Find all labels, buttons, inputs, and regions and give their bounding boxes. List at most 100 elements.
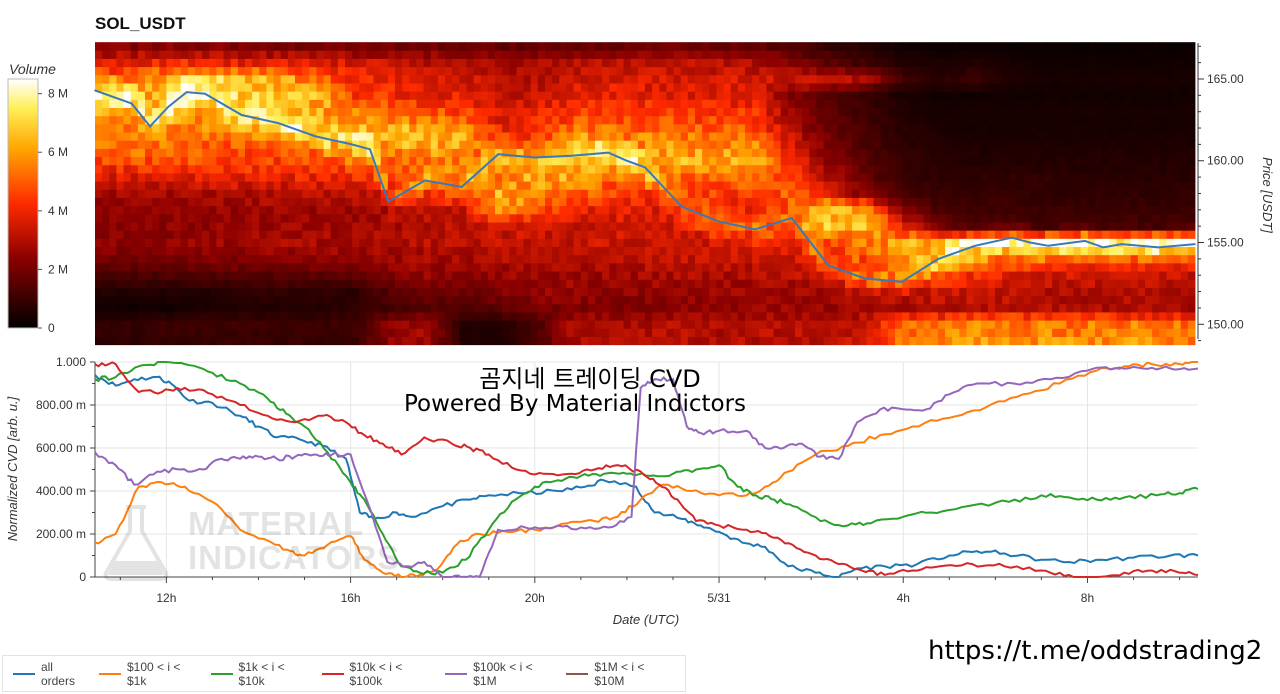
heatmap-cell — [680, 336, 689, 346]
heatmap-cell — [309, 271, 317, 280]
heatmap-cell — [966, 189, 974, 198]
heatmap-cell — [866, 254, 874, 264]
heatmap-cell — [537, 287, 546, 297]
heatmap-cell — [280, 328, 289, 337]
heatmap-cell — [537, 189, 546, 198]
heatmap-cell — [202, 336, 210, 346]
heatmap-cell — [752, 287, 760, 297]
heatmap-cell — [223, 164, 232, 174]
heatmap-cell — [709, 123, 717, 133]
heatmap-cell — [209, 107, 217, 117]
heatmap-cell — [480, 230, 489, 239]
heatmap-cell — [552, 328, 560, 337]
heatmap-cell — [652, 181, 660, 190]
heatmap-cell — [595, 287, 603, 297]
heatmap-cell — [573, 107, 582, 117]
heatmap-cell — [866, 295, 874, 305]
heatmap-cell — [816, 312, 824, 321]
heatmap-cell — [323, 115, 332, 125]
heatmap-cell — [816, 320, 824, 329]
heatmap-cell — [123, 140, 132, 149]
heatmap-cell — [473, 271, 482, 280]
heatmap-cell — [216, 320, 224, 329]
heatmap-cell — [309, 279, 317, 288]
heatmap-cell — [795, 132, 803, 141]
heatmap-cell — [980, 123, 989, 133]
heatmap-cell — [695, 148, 703, 158]
heatmap-cell — [195, 246, 203, 256]
heatmap-cell — [837, 99, 846, 108]
heatmap-cell — [245, 303, 253, 313]
heatmap-cell — [1037, 254, 1046, 264]
heatmap-cell — [287, 238, 296, 248]
heatmap-cell — [216, 205, 224, 215]
heatmap-cell — [623, 42, 632, 51]
heatmap-cell — [359, 140, 367, 149]
heatmap-cell — [859, 107, 867, 117]
heatmap-cell — [552, 262, 560, 272]
heatmap-cell — [1037, 66, 1046, 76]
heatmap-cell — [1002, 181, 1010, 190]
heatmap-cell — [730, 140, 739, 149]
heatmap-cell — [309, 181, 317, 190]
heatmap-cell — [302, 328, 310, 337]
heatmap-cell — [587, 123, 596, 133]
heatmap-cell — [680, 246, 689, 256]
heatmap-cell — [695, 287, 703, 297]
heatmap-cell — [559, 148, 567, 158]
heatmap-cell — [502, 213, 510, 223]
heatmap-cell — [173, 279, 182, 288]
heatmap-cell — [659, 164, 667, 174]
heatmap-cell — [973, 312, 982, 321]
heatmap-cell — [537, 156, 546, 166]
heatmap-cell — [359, 173, 367, 182]
heatmap-cell — [1009, 58, 1017, 68]
heatmap-cell — [709, 197, 717, 207]
heatmap-cell — [330, 328, 339, 337]
heatmap-cell — [316, 197, 324, 207]
heatmap-cell — [280, 279, 289, 288]
heatmap-cell — [330, 271, 339, 280]
heatmap-cell — [916, 164, 924, 174]
heatmap-cell — [352, 91, 360, 100]
heatmap-cell — [116, 254, 124, 264]
heatmap-cell — [387, 279, 396, 288]
heatmap-cell — [416, 156, 424, 166]
heatmap-cell — [723, 287, 732, 297]
heatmap-cell — [730, 279, 739, 288]
heatmap-cell — [259, 222, 267, 231]
heatmap-cell — [195, 42, 203, 51]
heatmap-cell — [402, 181, 410, 190]
heatmap-cell — [959, 271, 967, 280]
heatmap-cell — [702, 205, 710, 215]
heatmap-cell — [166, 197, 174, 207]
heatmap-cell — [673, 74, 682, 84]
heatmap-cell — [580, 181, 589, 190]
heatmap-cell — [252, 58, 260, 68]
heatmap-cell — [873, 74, 882, 84]
heatmap-cell — [973, 205, 982, 215]
heatmap-cell — [316, 279, 324, 288]
heatmap-cell — [195, 58, 203, 68]
heatmap-cell — [459, 328, 467, 337]
heatmap-cell — [773, 222, 782, 231]
heatmap-cell — [423, 83, 432, 92]
heatmap-cell — [123, 262, 132, 272]
heatmap-cell — [845, 303, 853, 313]
heatmap-cell — [230, 132, 239, 141]
heatmap-cell — [1037, 148, 1046, 158]
heatmap-cell — [145, 42, 153, 51]
heatmap-cell — [823, 222, 832, 231]
heatmap-cell — [1023, 336, 1032, 346]
heatmap-cell — [559, 123, 567, 133]
heatmap-cell — [266, 295, 274, 305]
heatmap-cell — [337, 303, 346, 313]
heatmap-cell — [373, 83, 382, 92]
heatmap-cell — [259, 320, 267, 329]
heatmap-cell — [637, 205, 646, 215]
heatmap-cell — [187, 107, 196, 117]
heatmap-cell — [866, 303, 874, 313]
heatmap-cell — [609, 287, 617, 297]
